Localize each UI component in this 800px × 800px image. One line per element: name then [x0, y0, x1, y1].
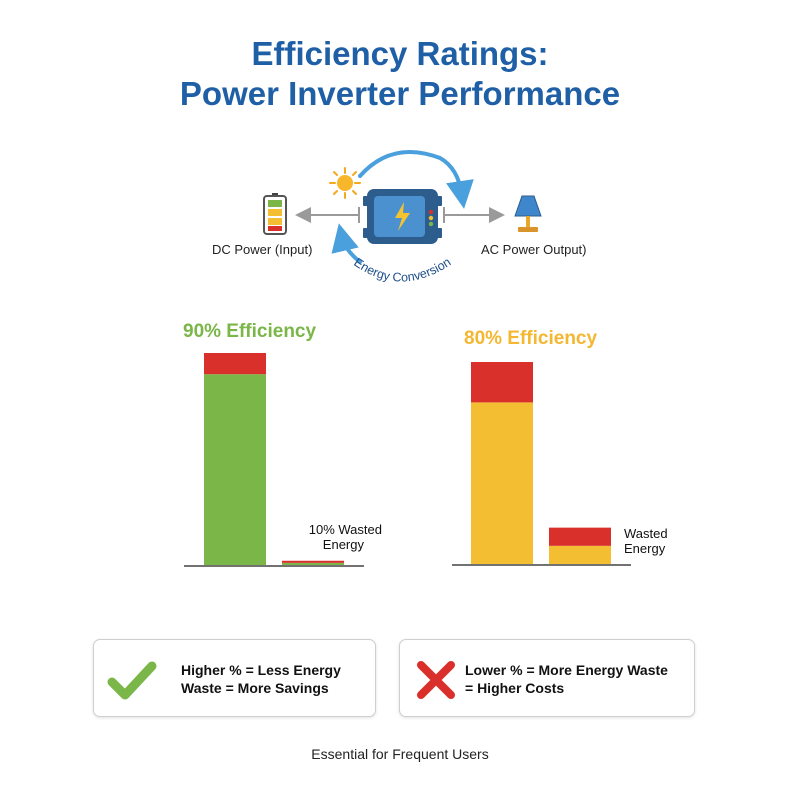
ac-power-output-label: AC Power Output)	[481, 242, 587, 257]
footer-text: Essential for Frequent Users	[311, 746, 489, 762]
conversion-diagram: Energy Conversion	[263, 150, 542, 285]
lamp-icon	[514, 195, 542, 232]
sun-icon	[329, 167, 361, 199]
chart-title-80: 80% Efficiency	[464, 328, 598, 349]
left-wasted-energy-annotation: 10% Wasted Energy	[302, 522, 382, 553]
negative-info-line-1: Lower % = More Energy Waste	[465, 662, 668, 678]
inverter-icon	[363, 189, 442, 244]
positive-info-text: Higher % = Less Energy Waste = More Savi…	[181, 661, 341, 697]
right-annotation-line-2: Energy	[624, 540, 666, 556]
chart-title-90: 90% Efficiency	[183, 321, 317, 342]
chart-0-bar-0-segment-1	[204, 353, 266, 375]
conversion-bottom-arrow	[331, 223, 362, 264]
input-arrow	[295, 207, 360, 223]
positive-info-line-1: Higher % = Less Energy	[181, 662, 341, 678]
battery-icon	[263, 193, 287, 235]
negative-info-line-2: = Higher Costs	[465, 680, 565, 696]
right-annotation-line-1: Wasted	[624, 526, 668, 541]
chart-1-bar-1-segment-1	[549, 527, 611, 546]
conversion-top-arrow	[358, 150, 474, 209]
output-arrow	[443, 207, 505, 223]
left-annotation-line-2: Energy	[322, 536, 364, 552]
chart-1-bar-0-segment-0	[471, 402, 533, 564]
page-title-line-1: Efficiency Ratings:	[251, 35, 549, 72]
chart-1-bar-1-segment-0	[549, 545, 611, 564]
positive-info-box: Higher % = Less Energy Waste = More Savi…	[93, 639, 376, 717]
negative-info-text: Lower % = More Energy Waste = Higher Cos…	[465, 661, 668, 697]
positive-info-line-2: Waste = More Savings	[181, 680, 329, 696]
dc-power-input-label: DC Power (Input)	[212, 242, 313, 257]
chart-0-bar-1-segment-0	[282, 562, 344, 565]
chart-0-bar-1-segment-1	[282, 560, 344, 563]
left-annotation-line-1: 10% Wasted	[308, 522, 382, 537]
page-title-line-2: Power Inverter Performance	[179, 75, 621, 112]
cross-icon	[417, 661, 455, 699]
chart-0-bar-0-segment-0	[204, 374, 266, 565]
negative-info-box: Lower % = More Energy Waste = Higher Cos…	[399, 639, 695, 717]
right-wasted-energy-annotation: Wasted Energy	[624, 526, 668, 557]
chart-1-bar-0-segment-1	[471, 362, 533, 403]
checkmark-icon	[107, 661, 157, 700]
